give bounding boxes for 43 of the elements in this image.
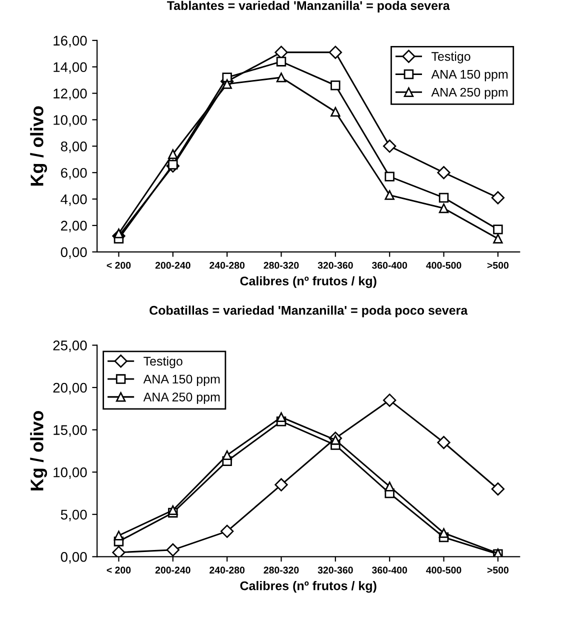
x-tick-label: 400-500: [426, 566, 462, 574]
y-tick-label: 5,00: [60, 510, 87, 522]
y-tick-label: 25,00: [53, 340, 87, 352]
x-tick-label: >500: [487, 566, 508, 574]
legend-label: Testigo: [144, 356, 182, 368]
x-tick-label: 320-360: [318, 262, 353, 269]
chart-title: Tablantes = variedad 'Manzanilla' = poda severa: [167, 0, 450, 12]
x-tick-label: >500: [487, 262, 508, 269]
x-tick-label: 200-240: [155, 262, 190, 269]
x-tick-label: 360-400: [372, 566, 408, 574]
x-tick-label: 240-280: [210, 566, 245, 574]
chart-title: Cobatillas = variedad 'Manzanilla' = poda poco severa: [150, 306, 468, 318]
x-tick-label: 280-320: [264, 262, 299, 269]
x-axis-title: Calibres (nº frutos / kg): [240, 276, 376, 288]
legend-label: Testigo: [432, 52, 470, 64]
y-tick-label: 6,00: [61, 168, 87, 180]
y-tick-label: 8,00: [60, 142, 87, 153]
x-tick-label: 400-500: [426, 262, 462, 269]
x-tick-label: < 200: [106, 566, 131, 574]
x-axis-title: Calibres (nº frutos / kg): [240, 581, 376, 593]
y-tick-label: 20,00: [53, 382, 87, 394]
y-tick-label: 0,00: [60, 552, 87, 564]
x-tick-label: < 200: [106, 262, 131, 269]
y-tick-label: 12,00: [54, 88, 87, 100]
y-tick-label: 10,00: [54, 115, 87, 127]
y-tick-label: 10,00: [54, 467, 87, 479]
x-tick-label: 320-360: [318, 566, 353, 574]
y-tick-label: 16,00: [54, 36, 87, 48]
y-tick-label: 0,00: [60, 247, 87, 259]
y-axis-title: Kg / olivo: [30, 106, 48, 186]
y-tick-label: 14,00: [54, 62, 87, 74]
x-tick-label: 360-400: [372, 262, 408, 269]
legend-label: ANA 150 ppm: [431, 70, 508, 82]
legend-label: ANA 250 ppm: [431, 88, 508, 100]
y-tick-label: 2,00: [61, 220, 87, 232]
legend-label: ANA 150 ppm: [143, 374, 220, 386]
x-tick-label: 240-280: [210, 262, 245, 269]
y-tick-label: 4,00: [60, 194, 87, 206]
y-axis-title: Kg / olivo: [30, 411, 48, 490]
y-tick-label: 15,00: [54, 425, 87, 437]
x-tick-label: 200-240: [155, 566, 190, 574]
legend-label: ANA 250 ppm: [143, 392, 220, 404]
x-tick-label: 280-320: [264, 566, 299, 574]
